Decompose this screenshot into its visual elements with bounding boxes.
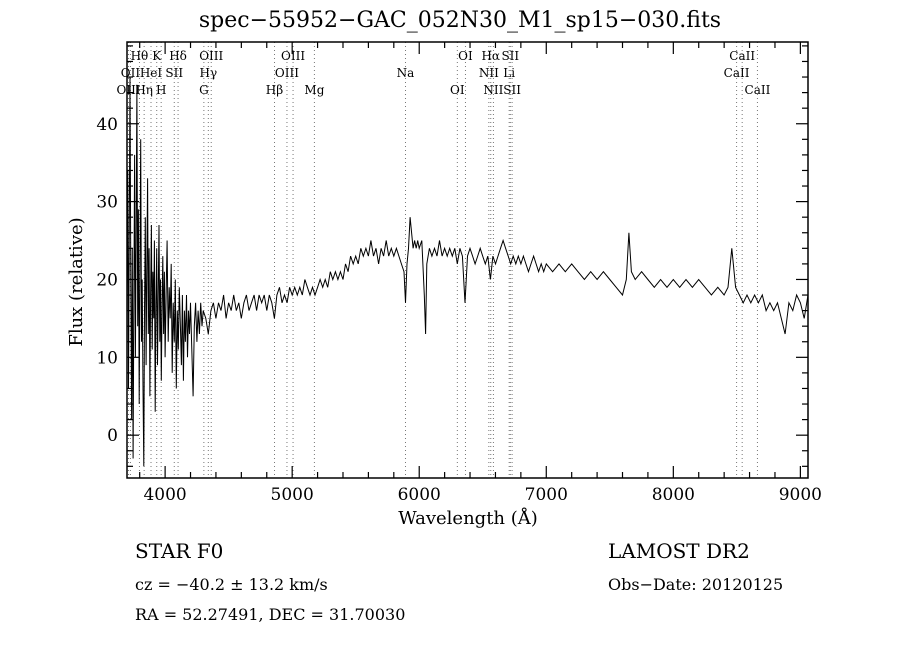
axis-ticks [127, 42, 808, 478]
y-axis-label: Flux (relative) [66, 217, 87, 346]
x-tick-label: 5000 [271, 485, 314, 505]
spectral-line-label: G [199, 83, 209, 97]
x-tick-label: 4000 [143, 485, 186, 505]
spectral-line-label: OII [121, 66, 141, 80]
x-tick-label: 6000 [398, 485, 441, 505]
spectral-line-label: CaII [724, 66, 750, 80]
spectral-line-label: Hη [135, 83, 153, 97]
spectral-line-label: Hβ [266, 83, 283, 97]
x-tick-label: 7000 [525, 485, 568, 505]
spectral-line-label: H [156, 83, 166, 97]
x-tick-label: 9000 [779, 485, 822, 505]
y-tick-label: 0 [107, 426, 118, 446]
ra-dec-value: RA = 52.27491, DEC = 31.70030 [135, 605, 405, 624]
spectral-line-label: NII [479, 66, 499, 80]
spectral-line-label: OIII [275, 66, 299, 80]
spectral-line-label: OIII [199, 49, 223, 63]
spectral-line-label: K [152, 49, 162, 63]
spectral-line-label: Mg [304, 83, 324, 97]
spectrum-line [126, 76, 809, 467]
spectral-line-label: OIII [281, 49, 305, 63]
spectral-line-label: Hθ [131, 49, 149, 63]
spectral-line-label: SII [501, 49, 519, 63]
plot-frame [126, 41, 809, 479]
spectral-line-label: SII [503, 83, 521, 97]
spectral-line-label: Na [397, 66, 415, 80]
spectral-line-label: NII [483, 83, 503, 97]
x-tick-label: 8000 [652, 485, 695, 505]
survey-label: LAMOST DR2 [608, 539, 750, 563]
spectral-line-label: HeI [140, 66, 163, 80]
y-tick-label: 20 [96, 270, 118, 290]
spectral-line-label: OIII [116, 83, 140, 97]
spectral-line-label: Hδ [169, 49, 187, 63]
spectral-line-markers [128, 42, 758, 478]
spectral-line-label: Li [503, 66, 515, 80]
x-axis-label: Wavelength (Å) [398, 507, 538, 529]
spectral-line-label: OI [458, 49, 473, 63]
spectral-line-label: CaII [729, 49, 755, 63]
cz-value: cz = −40.2 ± 13.2 km/s [135, 575, 328, 594]
spectral-line-label: Hα [481, 49, 500, 63]
object-class-label: STAR F0 [135, 539, 223, 563]
axis-tick-labels: 4000 5000 6000 7000 8000 9000 0 10 20 30 40 [96, 115, 822, 505]
spectral-line-label: SII [165, 66, 183, 80]
spectral-line-label: OI [450, 83, 465, 97]
spectral-line-label: CaII [745, 83, 771, 97]
plot-title: spec−55952−GAC_052N30_M1_sp15−030.fits [199, 8, 721, 33]
y-tick-label: 10 [96, 348, 118, 368]
y-tick-label: 30 [96, 193, 118, 213]
obs-date-value: Obs−Date: 20120125 [608, 575, 783, 594]
spectral-line-label: Hγ [199, 66, 217, 80]
y-tick-label: 40 [96, 115, 118, 135]
